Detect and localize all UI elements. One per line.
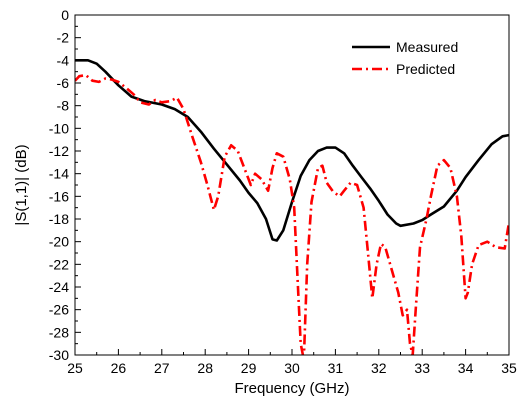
x-tick-label: 26 <box>111 360 127 376</box>
series-layer <box>75 59 509 355</box>
x-tick-label: 25 <box>67 360 83 376</box>
x-tick-label: 28 <box>197 360 213 376</box>
y-tick-label: -26 <box>49 302 69 318</box>
y-axis-title: |S(1,1)| (dB) <box>13 144 30 225</box>
y-tick-label: -10 <box>49 120 69 136</box>
y-tick-label: -2 <box>57 30 70 46</box>
legend-label-predicted: Predicted <box>396 61 455 77</box>
y-tick-label: -16 <box>49 188 69 204</box>
y-tick-label: -18 <box>49 211 69 227</box>
y-tick-label: 0 <box>61 7 69 23</box>
x-tick-label: 35 <box>501 360 517 376</box>
x-tick-label: 27 <box>154 360 170 376</box>
y-tick-label: -28 <box>49 324 69 340</box>
y-tick-label: -30 <box>49 347 69 363</box>
y-tick-label: -6 <box>57 75 70 91</box>
x-tick-label: 29 <box>241 360 257 376</box>
series-line-measured <box>75 59 509 242</box>
x-tick-label: 31 <box>328 360 344 376</box>
y-tick-label: -4 <box>57 52 70 68</box>
legend-label-measured: Measured <box>396 39 458 55</box>
x-tick-label: 32 <box>371 360 387 376</box>
y-tick-label: -14 <box>49 166 69 182</box>
y-tick-label: -22 <box>49 256 69 272</box>
y-tick-label: -8 <box>57 98 70 114</box>
x-tick-label: 34 <box>458 360 474 376</box>
x-tick-label: 33 <box>414 360 430 376</box>
series-line-predicted <box>75 73 509 355</box>
x-tick-label: 30 <box>284 360 300 376</box>
ticks-layer: 25 26 27 28 29 30 31 32 33 34 35 0 -2 -4 -6 -8 -10 -12 -14… <box>49 7 517 376</box>
y-tick-label: -20 <box>49 234 69 250</box>
y-tick-label: -24 <box>49 279 69 295</box>
x-axis-title: Frequency (GHz) <box>234 380 349 397</box>
legend: Measured Predicted <box>352 39 458 77</box>
y-tick-label: -12 <box>49 143 69 159</box>
